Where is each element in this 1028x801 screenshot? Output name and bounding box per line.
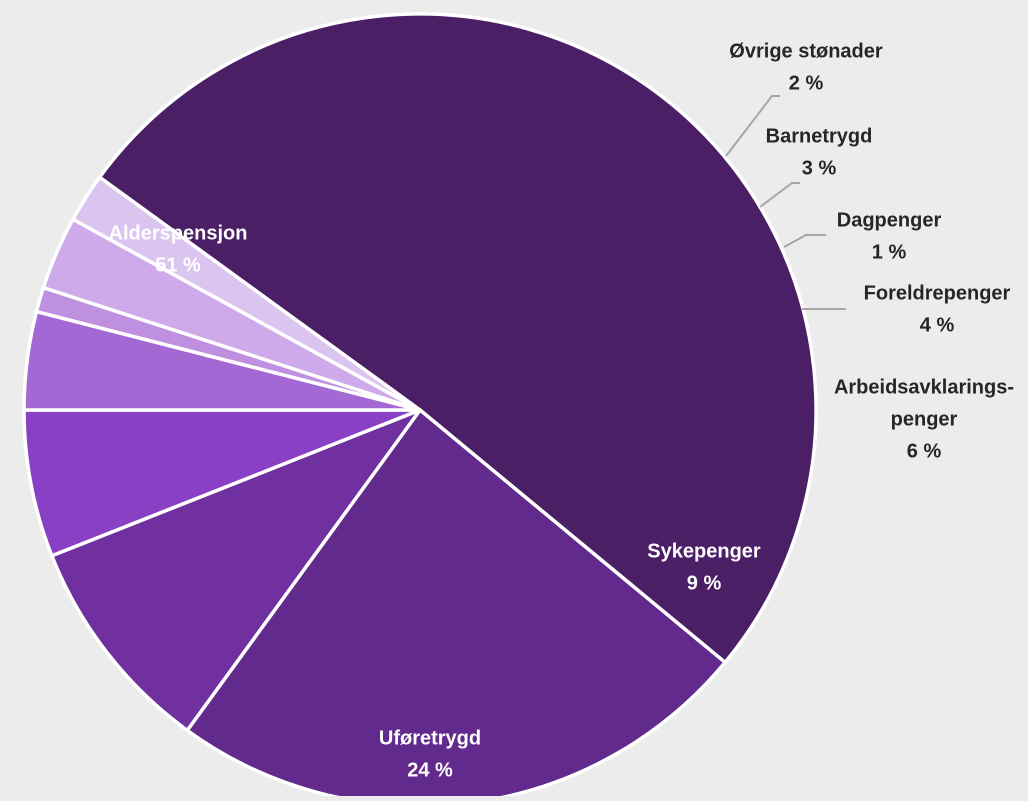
slice-labels: Alderspensjon 51 % Uføretrygd 24 % Sykepenge… <box>109 40 1015 781</box>
slice-label: Øvrige stønader 2 % <box>729 40 883 94</box>
leader-line <box>759 182 800 208</box>
slice-percent-label: 2 % <box>789 72 824 94</box>
slice-category-label: Øvrige stønader <box>729 40 883 62</box>
slice-category-label: Arbeidsavklarings- <box>834 376 1014 398</box>
slice-label: Dagpenger 1 % <box>837 209 942 263</box>
slice-category-label: Alderspensjon <box>109 222 248 244</box>
slice-category-label: Sykepenger <box>647 540 761 562</box>
slice-category-label: Uføretrygd <box>379 727 481 749</box>
slice-label: Alderspensjon 51 % <box>109 222 248 276</box>
slice-percent-label: 3 % <box>802 157 837 179</box>
leader-line <box>725 95 780 157</box>
slice-category-label: Dagpenger <box>837 209 942 231</box>
slice-label: Uføretrygd 24 % <box>379 727 481 781</box>
slice-label: Foreldrepenger 4 % <box>864 282 1011 336</box>
slice-percent-label: 4 % <box>920 314 955 336</box>
slice-percent-label: 1 % <box>872 241 907 263</box>
slice-percent-label: 24 % <box>407 759 453 781</box>
pie-slice-uføretrygd <box>185 408 727 801</box>
slice-label: Barnetrygd 3 % <box>766 125 873 179</box>
slice-category-label: Foreldrepenger <box>864 282 1011 304</box>
slice-percent-label: 6 % <box>907 440 942 462</box>
pie-slice-arbeidsavklarings-penger <box>22 408 422 558</box>
slice-category-label: penger <box>891 408 958 430</box>
pie-slices <box>22 12 818 801</box>
pie-slice-sykepenger <box>50 408 422 733</box>
pie-slice-øvrige-stønader <box>71 175 422 412</box>
slice-percent-label: 9 % <box>687 572 722 594</box>
slice-label: Arbeidsavklarings-penger 6 % <box>834 376 1014 462</box>
leader-lines <box>725 95 846 310</box>
leader-line <box>783 234 826 248</box>
slice-category-label: Barnetrygd <box>766 125 873 147</box>
slice-percent-label: 51 % <box>155 254 201 276</box>
pie-slice-alderspensjon <box>97 12 818 665</box>
slice-label: Sykepenger 9 % <box>647 540 761 594</box>
